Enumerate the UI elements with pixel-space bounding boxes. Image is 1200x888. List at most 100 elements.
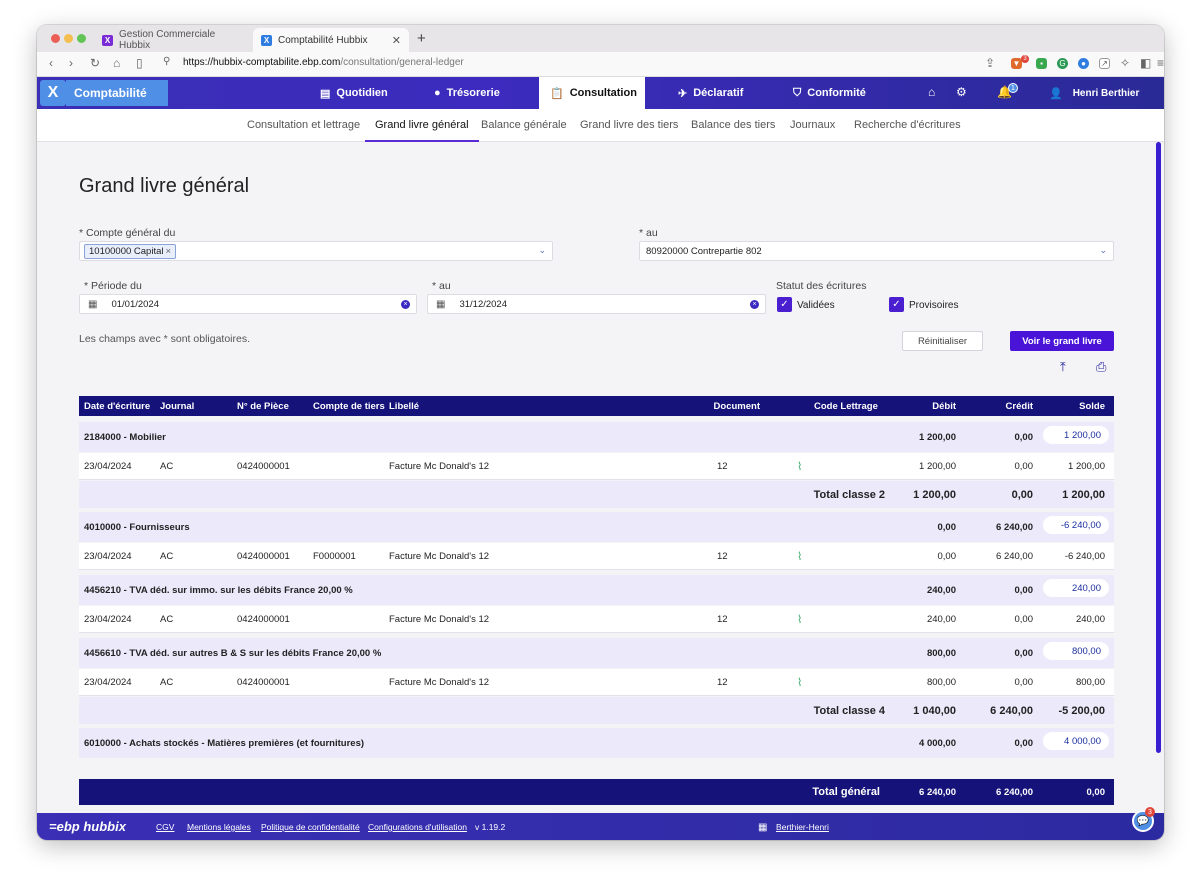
footer-link-confidentialite[interactable]: Politique de confidentialité xyxy=(261,822,360,832)
module-name[interactable]: Comptabilité xyxy=(66,80,168,106)
account-row[interactable]: 4010000 - Fournisseurs 0,00 6 240,00 -6 … xyxy=(79,512,1114,542)
maximize-window-icon[interactable] xyxy=(77,34,86,43)
tab-balance-tiers[interactable]: Balance des tiers xyxy=(691,119,776,131)
chevron-down-icon[interactable]: ⌄ xyxy=(1099,245,1107,255)
shield-extension-icon[interactable]: ▼ xyxy=(1011,58,1022,69)
home-icon[interactable]: ⌂ xyxy=(928,85,936,99)
account-row[interactable]: 4456210 - TVA déd. sur immo. sur les déb… xyxy=(79,575,1114,605)
hubbix-logo[interactable]: X xyxy=(40,80,66,106)
export-icon[interactable]: ⤒ xyxy=(1060,359,1066,374)
account-row[interactable]: 4456610 - TVA déd. sur autres B & S sur … xyxy=(79,638,1114,668)
company-link[interactable]: Berthier-Henri xyxy=(776,822,829,832)
account-row[interactable]: 2184000 - Mobilier 1 200,00 0,00 1 200,0… xyxy=(79,422,1114,452)
tab-balance-generale[interactable]: Balance générale xyxy=(481,119,567,131)
print-icon[interactable]: ⎙ xyxy=(1096,359,1107,374)
compte-au-select[interactable]: 80920000 Contrepartie 802 ⌄ xyxy=(639,241,1114,261)
entry-row[interactable]: 23/04/2024 AC 0424000001 Facture Mc Dona… xyxy=(79,453,1114,480)
chip-remove-icon[interactable]: × xyxy=(165,245,172,257)
gear-icon[interactable]: ⚙ xyxy=(956,85,967,99)
home-icon[interactable]: ⌂ xyxy=(113,56,121,70)
libelle-cell: Facture Mc Donald's 12 xyxy=(389,460,490,472)
periode-au-input[interactable]: ▦ 31/12/2024 × xyxy=(427,294,766,314)
col-document[interactable]: Document xyxy=(713,400,760,412)
document-cell[interactable]: 12 xyxy=(717,613,728,625)
footer-link-cgv[interactable]: CGV xyxy=(156,822,175,832)
clear-date-icon[interactable]: × xyxy=(750,300,759,309)
col-libelle[interactable]: Libellé xyxy=(389,400,420,412)
credit-cell: 0,00 xyxy=(1014,676,1034,688)
reader-extension-icon[interactable]: ↗ xyxy=(1099,58,1110,69)
forward-icon[interactable]: › xyxy=(69,56,73,70)
share-icon[interactable]: ⇪ xyxy=(985,56,996,70)
col-solde[interactable]: Solde xyxy=(1079,400,1105,412)
validees-checkbox[interactable]: ✓ xyxy=(777,297,792,312)
col-tiers[interactable]: Compte de tiers xyxy=(313,400,385,412)
entry-row[interactable]: 23/04/2024 AC 0424000001 Facture Mc Dona… xyxy=(79,669,1114,696)
solde-cell: 240,00 xyxy=(1043,579,1109,597)
menu-icon[interactable]: ≡ xyxy=(1157,56,1164,70)
solde-cell: -5 200,00 xyxy=(1058,704,1105,717)
account-row[interactable]: 6010000 - Achats stockés - Matières prem… xyxy=(79,728,1114,758)
reload-icon[interactable]: ↻ xyxy=(90,56,101,70)
compte-chip[interactable]: 10100000 Capital × xyxy=(84,243,177,259)
col-debit[interactable]: Débit xyxy=(932,400,956,412)
entry-row[interactable]: 23/04/2024 AC 0424000001 F0000001 Factur… xyxy=(79,543,1114,570)
paperclip-icon[interactable]: ⌇ xyxy=(797,460,803,473)
grammar-extension-icon[interactable]: G xyxy=(1057,58,1068,69)
provisoires-checkbox[interactable]: ✓ xyxy=(889,297,904,312)
calendar-icon[interactable]: ▦ xyxy=(436,298,446,310)
back-icon[interactable]: ‹ xyxy=(49,56,53,70)
periode-du-label: * Période du xyxy=(84,280,142,292)
calendar-icon[interactable]: ▦ xyxy=(88,298,98,310)
chevron-down-icon[interactable]: ⌄ xyxy=(538,245,546,255)
user-menu[interactable]: 👤 Henri Berthier xyxy=(1049,87,1139,100)
blue-extension-icon[interactable]: ● xyxy=(1078,58,1089,69)
nav-declaratif[interactable]: ✈ Déclaratif xyxy=(678,77,743,109)
col-piece[interactable]: N° de Pièce xyxy=(237,400,289,412)
site-settings-icon[interactable]: ⚲ xyxy=(163,56,171,67)
entry-row[interactable]: 23/04/2024 AC 0424000001 Facture Mc Dona… xyxy=(79,606,1114,633)
footer-link-configurations[interactable]: Configurations d'utilisation xyxy=(368,822,467,832)
paperclip-icon[interactable]: ⌇ xyxy=(797,676,803,689)
periode-du-input[interactable]: ▦ 01/01/2024 × xyxy=(79,294,417,314)
paperclip-icon[interactable]: ⌇ xyxy=(797,613,803,626)
footer-link-mentions[interactable]: Mentions légales xyxy=(187,822,251,832)
nav-tresorerie[interactable]: ● Trésorerie xyxy=(434,77,500,109)
tab-grand-livre-general[interactable]: Grand livre général xyxy=(365,119,479,142)
nav-quotidien[interactable]: ▤ Quotidien xyxy=(320,77,388,109)
green-extension-icon[interactable]: ▪ xyxy=(1036,58,1047,69)
page-scrollbar[interactable] xyxy=(1156,142,1161,753)
close-tab-icon[interactable]: ✕ xyxy=(391,34,401,47)
nav-consultation[interactable]: 📋 Consultation xyxy=(539,77,645,109)
tab-grand-livre-tiers[interactable]: Grand livre des tiers xyxy=(580,119,679,131)
browser-tab-comptabilite[interactable]: X Comptabilité Hubbix ✕ xyxy=(253,28,409,52)
nav-conformite[interactable]: ⛉ Conformité xyxy=(793,77,866,109)
minimize-window-icon[interactable] xyxy=(64,34,73,43)
col-journal[interactable]: Journal xyxy=(160,400,195,412)
debit-cell: 0,00 xyxy=(937,521,957,533)
browser-tab-gestion[interactable]: X Gestion Commerciale Hubbix xyxy=(94,28,248,52)
total-label: Total général xyxy=(812,786,880,798)
clear-date-icon[interactable]: × xyxy=(401,300,410,309)
document-cell[interactable]: 12 xyxy=(717,460,728,472)
col-credit[interactable]: Crédit xyxy=(1005,400,1033,412)
new-tab-icon[interactable]: + xyxy=(417,30,426,47)
col-date[interactable]: Date d'écriture xyxy=(84,400,151,412)
view-ledger-button[interactable]: Voir le grand livre xyxy=(1010,331,1114,351)
tab-recherche-ecritures[interactable]: Recherche d'écritures xyxy=(854,119,961,131)
paperclip-icon[interactable]: ⌇ xyxy=(797,550,803,563)
sidebar-toggle-icon[interactable]: ◧ xyxy=(1140,56,1152,70)
tab-consultation-lettrage[interactable]: Consultation et lettrage xyxy=(247,119,361,131)
bookmark-icon[interactable]: ▯ xyxy=(136,56,143,70)
document-cell[interactable]: 12 xyxy=(717,676,728,688)
compte-du-select[interactable]: 10100000 Capital × ⌄ xyxy=(79,241,553,261)
close-window-icon[interactable] xyxy=(51,34,60,43)
piece-cell: 0424000001 xyxy=(237,550,290,562)
piece-cell: 0424000001 xyxy=(237,676,290,688)
tab-journaux[interactable]: Journaux xyxy=(790,119,836,131)
document-cell[interactable]: 12 xyxy=(717,550,728,562)
reset-button[interactable]: Réinitialiser xyxy=(902,331,983,351)
address-bar[interactable]: https://hubbix-comptabilite.ebp.com/cons… xyxy=(183,57,464,68)
extensions-icon[interactable]: ✧ xyxy=(1120,56,1131,70)
col-lettrage[interactable]: Code Lettrage xyxy=(814,400,878,412)
